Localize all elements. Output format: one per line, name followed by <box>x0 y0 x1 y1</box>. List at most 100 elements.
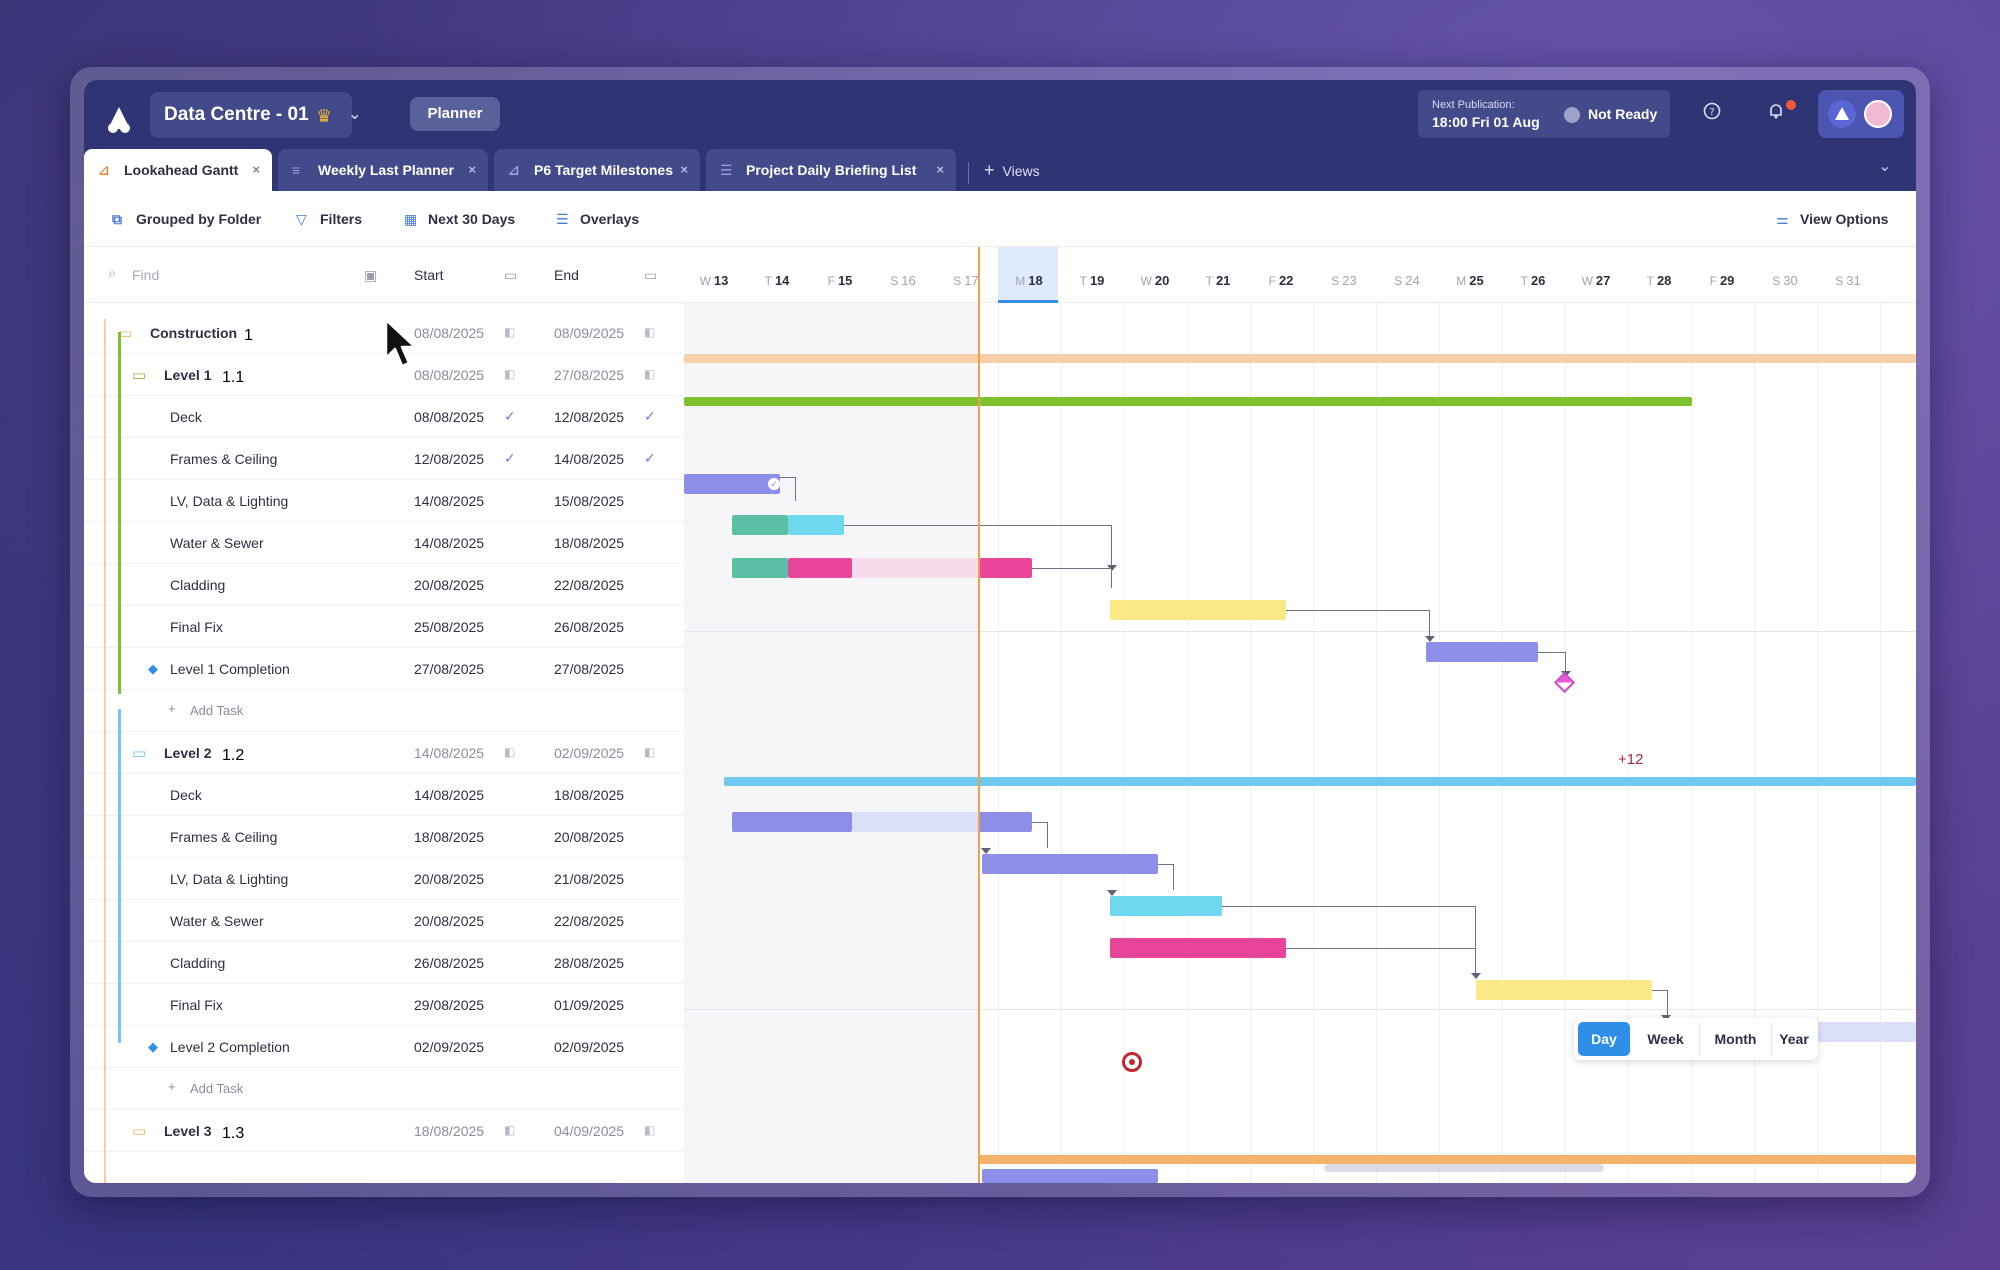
add-task-row[interactable]: + Add Task <box>84 1068 684 1110</box>
start-date[interactable]: 08/08/2025 <box>414 409 485 425</box>
task-bar-cladding[interactable] <box>1110 600 1286 620</box>
task-row[interactable]: Frames & Ceiling 18/08/2025 20/08/2025 <box>84 816 684 858</box>
end-date[interactable]: 14/08/2025 <box>554 451 625 467</box>
timeline-day[interactable]: W 20 <box>1125 273 1185 288</box>
end-date[interactable]: 21/08/2025 <box>554 871 625 887</box>
task-row[interactable]: Frames & Ceiling 12/08/2025 14/08/2025 ✓ ✓ <box>84 438 684 480</box>
tab-p6-target-milestones[interactable]: ⊿ P6 Target Milestones × <box>494 149 700 191</box>
search-input[interactable]: ⌕ Find <box>108 265 159 283</box>
task-row[interactable]: Deck 08/08/2025 12/08/2025 ✓ ✓ <box>84 396 684 438</box>
start-date[interactable]: 08/08/2025 <box>414 367 485 383</box>
end-date[interactable]: 15/08/2025 <box>554 493 625 509</box>
end-date[interactable]: 18/08/2025 <box>554 787 625 803</box>
overlays-button[interactable]: ☰ Overlays <box>556 209 639 229</box>
chevron-down-icon[interactable]: ⌄ <box>1878 158 1892 175</box>
task-bar-final-fix[interactable] <box>1426 642 1538 662</box>
timeline-day[interactable]: S 30 <box>1755 273 1815 288</box>
task-row[interactable]: Water & Sewer 20/08/2025 22/08/2025 <box>84 900 684 942</box>
tab-weekly-last-planner[interactable]: ≡ Weekly Last Planner × <box>278 149 488 191</box>
timeline-day[interactable]: T 26 <box>1503 273 1563 288</box>
end-date[interactable]: 01/09/2025 <box>554 997 625 1013</box>
end-column-header[interactable]: End <box>554 267 579 283</box>
start-date[interactable]: 14/08/2025 <box>414 745 485 761</box>
task-bar-frames[interactable] <box>982 854 1158 874</box>
add-view-button[interactable]: + Views <box>984 155 1040 186</box>
task-bar-water-done[interactable] <box>732 558 788 578</box>
publication-status[interactable]: Next Publication: 18:00 Fri 01 Aug Not R… <box>1418 90 1670 138</box>
gantt-chart[interactable]: W 13 T 14 F 15 S 16 S 17 M 18 T 19 W 20 T 21 F 22 S 23 S 24 M 25 T… <box>684 247 1916 1183</box>
scale-month-button[interactable]: Month <box>1700 1022 1772 1056</box>
timeline-day[interactable]: T 28 <box>1629 273 1689 288</box>
tab-lookahead-gantt[interactable]: ⊿ Lookahead Gantt × <box>84 149 272 191</box>
timeline-day[interactable]: S 16 <box>873 273 933 288</box>
task-row[interactable]: LV, Data & Lighting 14/08/2025 15/08/2025 <box>84 480 684 522</box>
timeline-day[interactable]: T 21 <box>1188 273 1248 288</box>
end-date[interactable]: 08/09/2025 <box>554 325 625 341</box>
timeline-day[interactable]: M 25 <box>1440 273 1500 288</box>
end-date[interactable]: 22/08/2025 <box>554 913 625 929</box>
start-date[interactable]: 02/09/2025 <box>414 1039 485 1055</box>
start-date[interactable]: 08/08/2025 <box>414 325 485 341</box>
timeline-day[interactable]: F 22 <box>1251 273 1311 288</box>
folder-row[interactable]: ▭ Construction 1 08/08/2025 08/09/2025 ◧ ◧ <box>84 312 684 354</box>
level2-summary-bar[interactable] <box>724 777 1916 786</box>
start-date[interactable]: 27/08/2025 <box>414 661 485 677</box>
folder-row[interactable]: ▭ Level 1 1.1 08/08/2025 27/08/2025 ◧ ◧ <box>84 354 684 396</box>
bell-icon[interactable] <box>1762 100 1790 128</box>
folder-row[interactable]: ▭ Level 3 1.3 18/08/2025 04/09/2025 ◧ ◧ <box>84 1110 684 1152</box>
scale-week-button[interactable]: Week <box>1632 1022 1700 1056</box>
milestone-row[interactable]: ◆ Level 1 Completion 27/08/2025 27/08/2025 <box>84 648 684 690</box>
project-selector[interactable]: Data Centre - 01 ♛ ⌄ <box>150 92 361 138</box>
start-date[interactable]: 14/08/2025 <box>414 787 485 803</box>
end-date[interactable]: 04/09/2025 <box>554 1123 625 1139</box>
folder-icon[interactable]: ▭ <box>132 367 147 384</box>
close-icon[interactable]: × <box>680 162 688 177</box>
timeline-day[interactable]: S 23 <box>1314 273 1374 288</box>
task-row[interactable]: LV, Data & Lighting 20/08/2025 21/08/2025 <box>84 858 684 900</box>
timeline-day[interactable]: S 17 <box>936 273 996 288</box>
construction-summary-bar[interactable] <box>684 354 1916 363</box>
task-bar-deck-remaining[interactable] <box>852 812 978 832</box>
task-bar-deck[interactable] <box>732 812 852 832</box>
add-task-row[interactable]: + Add Task <box>84 690 684 732</box>
task-bar-deck[interactable] <box>684 474 780 494</box>
add-task-button[interactable]: Add Task <box>190 703 244 718</box>
end-date[interactable]: 27/08/2025 <box>554 367 625 383</box>
task-row[interactable]: Final Fix 25/08/2025 26/08/2025 <box>84 606 684 648</box>
target-marker-icon[interactable] <box>1122 1052 1142 1072</box>
folder-icon[interactable]: ▭ <box>132 1123 147 1140</box>
task-bar-cladding[interactable] <box>1476 980 1652 1000</box>
end-date[interactable]: 18/08/2025 <box>554 535 625 551</box>
level1-summary-bar[interactable] <box>684 397 1692 406</box>
milestone-row[interactable]: ◆ Level 2 Completion 02/09/2025 02/09/2025 <box>84 1026 684 1068</box>
timeline-day[interactable]: S 24 <box>1377 273 1437 288</box>
task-bar-lv-remaining[interactable] <box>788 515 844 535</box>
start-date[interactable]: 14/08/2025 <box>414 493 485 509</box>
task-bar-lv-done[interactable] <box>732 515 788 535</box>
task-bar-level3-deck[interactable] <box>982 1169 1158 1183</box>
timeline-day[interactable]: S 31 <box>1818 273 1878 288</box>
start-date[interactable]: 25/08/2025 <box>414 619 485 635</box>
close-icon[interactable]: × <box>468 162 476 177</box>
horizontal-scrollbar[interactable] <box>1324 1164 1604 1172</box>
folder-icon[interactable]: ▭ <box>118 325 133 342</box>
start-date[interactable]: 26/08/2025 <box>414 955 485 971</box>
end-date[interactable]: 27/08/2025 <box>554 661 625 677</box>
folder-icon[interactable]: ▭ <box>132 745 147 762</box>
filters-button[interactable]: ▽ Filters <box>296 209 362 229</box>
view-options-button[interactable]: ⚌ View Options <box>1776 209 1888 229</box>
tab-project-daily-briefing-list[interactable]: ☰ Project Daily Briefing List × <box>706 149 956 191</box>
user-menu[interactable] <box>1818 90 1904 138</box>
task-bar-water-gap[interactable] <box>852 558 978 578</box>
add-task-button[interactable]: Add Task <box>190 1081 244 1096</box>
hidden-tasks-count[interactable]: +12 <box>1618 751 1644 768</box>
task-bar-water-late[interactable] <box>978 558 1032 578</box>
start-date[interactable]: 14/08/2025 <box>414 535 485 551</box>
task-row[interactable]: Water & Sewer 14/08/2025 18/08/2025 <box>84 522 684 564</box>
timeline-day[interactable]: T 14 <box>747 273 807 288</box>
timeline-day[interactable]: M 18 <box>999 273 1059 288</box>
end-date[interactable]: 12/08/2025 <box>554 409 625 425</box>
milestone-diamond-icon[interactable] <box>1553 671 1576 694</box>
end-date[interactable]: 26/08/2025 <box>554 619 625 635</box>
start-date[interactable]: 20/08/2025 <box>414 871 485 887</box>
